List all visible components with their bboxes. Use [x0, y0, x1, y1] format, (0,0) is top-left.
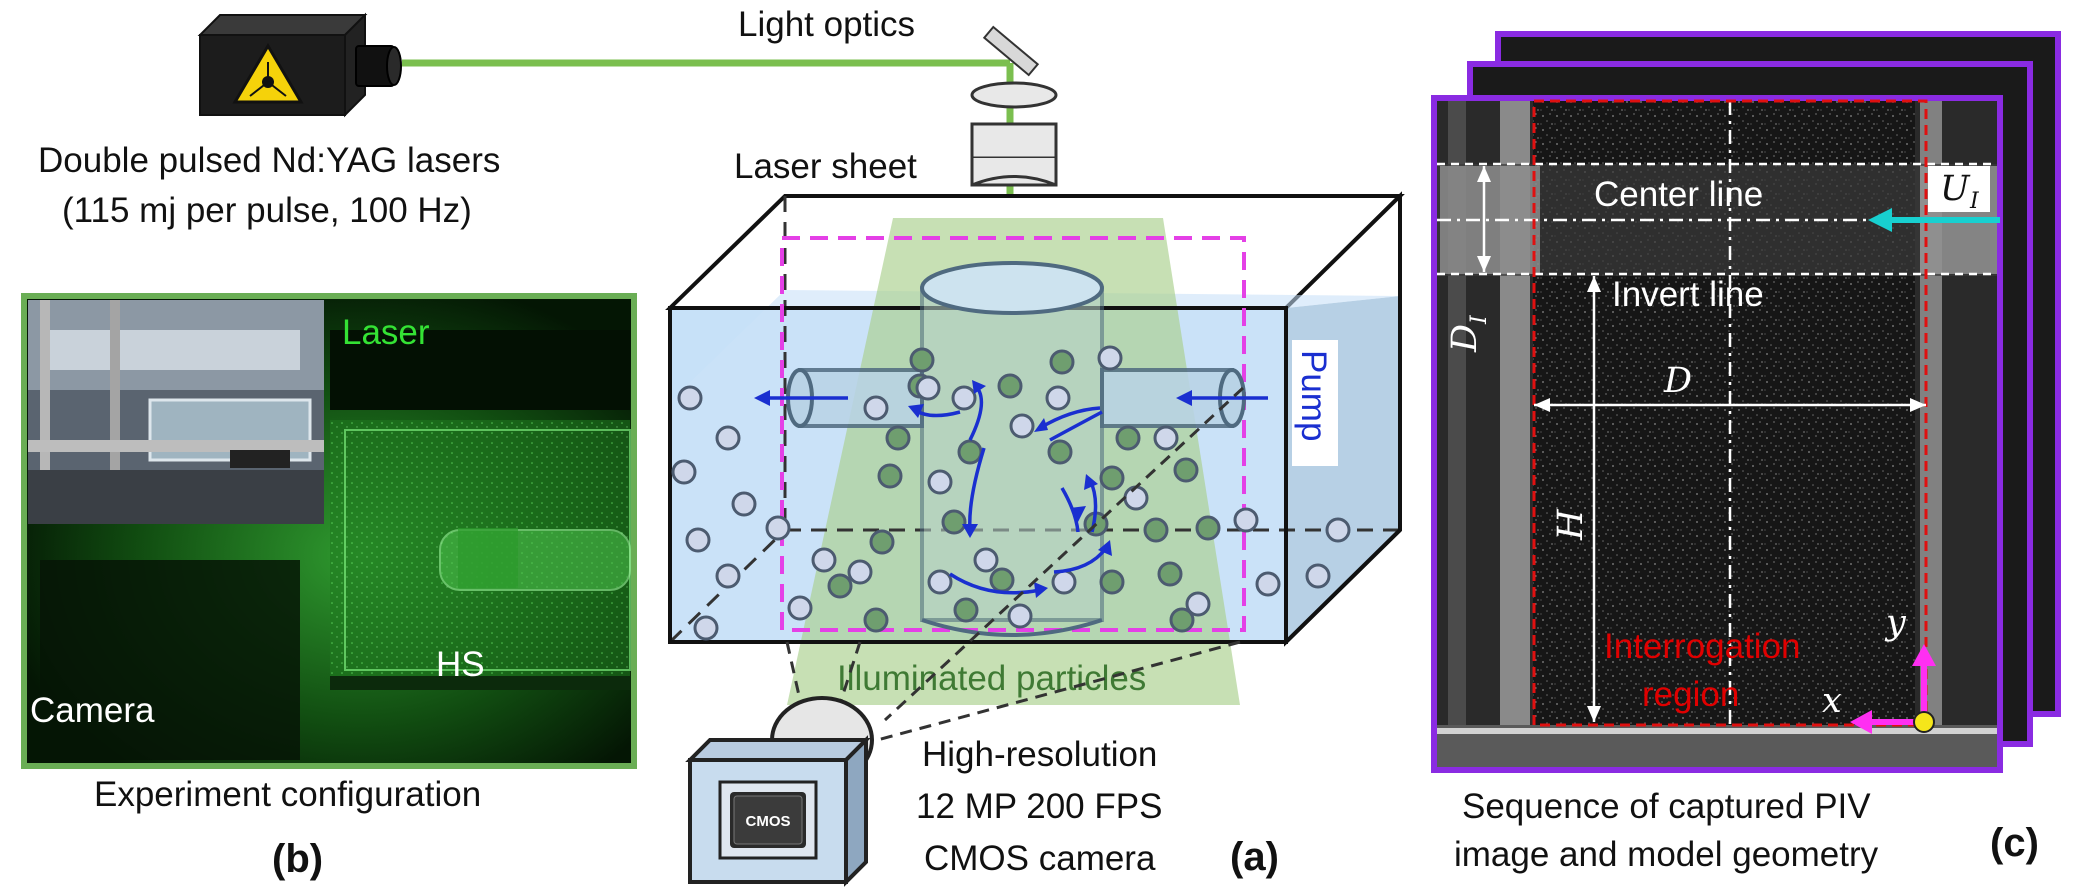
experiment-configuration-label: Experiment configuration	[94, 775, 481, 814]
symbol-ui: U	[1940, 169, 1971, 209]
symbol-di: D	[1445, 324, 1485, 353]
particle	[671, 459, 697, 485]
particle	[1325, 517, 1351, 543]
particle	[1255, 571, 1281, 597]
particle	[927, 469, 953, 495]
particle	[1115, 425, 1141, 451]
particle	[765, 515, 791, 541]
particle	[1233, 507, 1259, 533]
particle	[827, 573, 853, 599]
particle	[693, 615, 719, 641]
lab-inset-photo	[28, 300, 324, 524]
invert-line-label: Invert line	[1612, 275, 1764, 314]
particle	[1143, 517, 1169, 543]
symbol-di-subscript: I	[1467, 314, 1492, 325]
particle	[957, 439, 983, 465]
panel-label-c: (c)	[1990, 821, 2039, 865]
cmos-chip-icon	[730, 792, 806, 848]
particle	[909, 347, 935, 373]
particle	[1195, 515, 1221, 541]
particle	[1051, 569, 1077, 595]
camera-label-line1: High-resolution	[922, 735, 1157, 774]
cylindrical-lens	[970, 81, 1058, 109]
pump-label: Pump	[1294, 350, 1333, 441]
sheet-lens	[970, 122, 1058, 187]
particle	[951, 385, 977, 411]
photo-hs-label: HS	[436, 645, 485, 684]
pump-tag: Pump	[1292, 340, 1338, 466]
particle	[869, 529, 895, 555]
cmos-camera: CMOS	[685, 386, 1245, 887]
particle	[877, 463, 903, 489]
photo-laser-label: Laser	[342, 313, 430, 352]
center-line-label: Center line	[1594, 175, 1763, 214]
illuminated-particles-label: Illuminated particles	[837, 659, 1146, 698]
piv-image-stack	[1431, 31, 2061, 773]
particle	[1009, 413, 1035, 439]
particle	[715, 425, 741, 451]
sequence-label-line1: Sequence of captured PIV	[1462, 787, 1871, 826]
particle	[847, 559, 873, 585]
particle	[811, 547, 837, 573]
laser-hazard-icon	[232, 43, 304, 104]
particle	[1099, 465, 1125, 491]
axis-y-label: y	[1884, 603, 1907, 643]
particle	[1123, 485, 1149, 511]
particle	[677, 385, 703, 411]
particle	[685, 527, 711, 553]
particle	[973, 547, 999, 573]
particle	[1305, 563, 1331, 589]
particle	[915, 375, 941, 401]
experiment-photo	[21, 293, 637, 769]
lasers-label-line1: Double pulsed Nd:YAG lasers	[38, 141, 500, 180]
axis-x-label: x	[1822, 681, 1842, 721]
origin-marker	[1913, 711, 1935, 733]
light-optics-label: Light optics	[738, 5, 915, 44]
sequence-label-line2: image and model geometry	[1454, 835, 1879, 874]
interrogation-label-line1: Interrogation	[1604, 627, 1801, 666]
camera-label-line3: CMOS camera	[924, 839, 1156, 878]
particle	[1047, 439, 1073, 465]
mirror	[982, 25, 1040, 77]
particles	[671, 345, 1351, 641]
particle	[787, 595, 813, 621]
measurement-plane	[780, 236, 1246, 632]
particle	[1185, 591, 1211, 617]
particle	[1049, 349, 1075, 375]
interrogation-label-line2: region	[1642, 675, 1739, 714]
symbol-d: D	[1663, 361, 1692, 401]
interrogation-region	[1532, 99, 1928, 727]
particle	[1169, 607, 1195, 633]
hydrodynamic-separator	[786, 261, 1246, 637]
particle	[863, 607, 889, 633]
panel-label-b: (b)	[272, 837, 323, 881]
particle	[927, 569, 953, 595]
particle	[1099, 569, 1125, 595]
particle	[1007, 603, 1033, 629]
particle	[953, 597, 979, 623]
symbol-ui-subscript: I	[1969, 189, 1980, 214]
laser-unit	[197, 12, 402, 118]
particle	[1157, 561, 1183, 587]
lasers-label-line2: (115 mj per pulse, 100 Hz)	[62, 191, 472, 230]
particle	[731, 491, 757, 517]
particle	[1097, 345, 1123, 371]
photo-camera-label: Camera	[30, 691, 155, 730]
cmos-chip-label: CMOS	[746, 813, 791, 830]
particle	[1045, 385, 1071, 411]
camera-label-line2: 12 MP 200 FPS	[916, 787, 1162, 826]
laser-sheet-label: Laser sheet	[734, 147, 917, 186]
particle	[1173, 457, 1199, 483]
panel-label-a: (a)	[1230, 835, 1279, 879]
particle	[997, 373, 1023, 399]
flow-arrows	[754, 380, 1268, 598]
particle	[715, 563, 741, 589]
particle	[863, 395, 889, 421]
symbol-h: H	[1551, 508, 1591, 541]
particle	[885, 425, 911, 451]
particle	[1153, 425, 1179, 451]
particle	[989, 567, 1015, 593]
particle	[941, 509, 967, 535]
